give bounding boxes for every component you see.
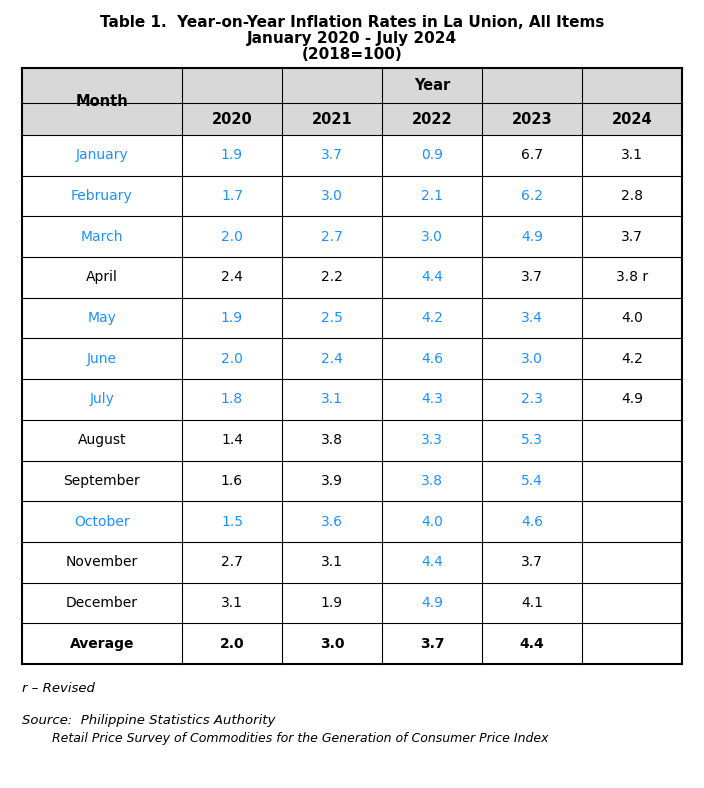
Text: (2018=100): (2018=100)	[301, 46, 403, 61]
Text: 4.9: 4.9	[621, 392, 643, 407]
Text: 2.5: 2.5	[321, 311, 343, 325]
Text: Month: Month	[75, 94, 128, 109]
Text: Year: Year	[414, 78, 450, 93]
Text: 5.3: 5.3	[521, 433, 543, 448]
Text: January 2020 - July 2024: January 2020 - July 2024	[247, 31, 457, 46]
Text: 6.2: 6.2	[521, 189, 543, 203]
Text: 3.8: 3.8	[321, 433, 343, 448]
Text: 1.9: 1.9	[221, 311, 243, 325]
Text: Retail Price Survey of Commodities for the Generation of Consumer Price Index: Retail Price Survey of Commodities for t…	[52, 732, 548, 745]
Text: 1.4: 1.4	[221, 433, 243, 448]
Text: 3.0: 3.0	[320, 637, 344, 651]
Text: 6.7: 6.7	[521, 148, 543, 162]
Text: October: October	[74, 515, 130, 529]
Text: 2.0: 2.0	[221, 351, 243, 366]
Bar	[182, 103, 682, 135]
Text: 4.0: 4.0	[421, 515, 443, 529]
Text: Average: Average	[70, 637, 134, 651]
Text: 4.9: 4.9	[521, 230, 543, 243]
Text: 2.0: 2.0	[221, 230, 243, 243]
Text: 3.1: 3.1	[321, 556, 343, 569]
Text: April: April	[86, 270, 118, 284]
Text: 4.4: 4.4	[421, 556, 443, 569]
Text: 1.7: 1.7	[221, 189, 243, 203]
Text: 3.1: 3.1	[321, 392, 343, 407]
Text: 3.7: 3.7	[621, 230, 643, 243]
Text: September: September	[63, 474, 140, 488]
Text: 3.9: 3.9	[321, 474, 343, 488]
Text: 3.0: 3.0	[521, 351, 543, 366]
Text: 3.7: 3.7	[521, 270, 543, 284]
Text: 2.7: 2.7	[221, 556, 243, 569]
Text: 3.7: 3.7	[521, 556, 543, 569]
Text: 5.4: 5.4	[521, 474, 543, 488]
Bar	[22, 68, 182, 135]
Text: 1.8: 1.8	[221, 392, 243, 407]
Text: 2.4: 2.4	[221, 270, 243, 284]
Text: 4.2: 4.2	[621, 351, 643, 366]
Text: 2022: 2022	[412, 111, 452, 127]
Text: May: May	[87, 311, 116, 325]
Text: 2021: 2021	[312, 111, 353, 127]
Text: 4.3: 4.3	[421, 392, 443, 407]
Text: July: July	[89, 392, 115, 407]
Text: August: August	[77, 433, 126, 448]
Text: January: January	[75, 148, 128, 162]
Text: 3.7: 3.7	[321, 148, 343, 162]
Text: 2023: 2023	[512, 111, 553, 127]
Text: June: June	[87, 351, 117, 366]
Text: 1.9: 1.9	[221, 148, 243, 162]
Text: 4.4: 4.4	[520, 637, 544, 651]
Text: Table 1.  Year-on-Year Inflation Rates in La Union, All Items: Table 1. Year-on-Year Inflation Rates in…	[100, 14, 604, 29]
Text: 2.3: 2.3	[521, 392, 543, 407]
Text: 4.4: 4.4	[421, 270, 443, 284]
Text: 2.4: 2.4	[321, 351, 343, 366]
Text: 4.9: 4.9	[421, 596, 443, 610]
Text: 3.8: 3.8	[421, 474, 443, 488]
Text: 2.7: 2.7	[321, 230, 343, 243]
Text: 4.6: 4.6	[521, 515, 543, 529]
Text: 4.2: 4.2	[421, 311, 443, 325]
Text: 0.9: 0.9	[421, 148, 443, 162]
Text: 3.0: 3.0	[421, 230, 443, 243]
Text: 2.8: 2.8	[621, 189, 643, 203]
Text: February: February	[71, 189, 133, 203]
Text: r – Revised: r – Revised	[22, 682, 95, 695]
Text: 4.6: 4.6	[421, 351, 443, 366]
Text: 3.0: 3.0	[321, 189, 343, 203]
Text: 3.7: 3.7	[420, 637, 444, 651]
Bar	[182, 68, 682, 103]
Text: 2024: 2024	[612, 111, 653, 127]
Text: 2020: 2020	[212, 111, 252, 127]
Text: 1.5: 1.5	[221, 515, 243, 529]
Text: 4.0: 4.0	[621, 311, 643, 325]
Text: 3.8 r: 3.8 r	[616, 270, 648, 284]
Text: March: March	[81, 230, 123, 243]
Text: 3.1: 3.1	[221, 596, 243, 610]
Text: Source:  Philippine Statistics Authority: Source: Philippine Statistics Authority	[22, 714, 275, 727]
Text: 3.4: 3.4	[521, 311, 543, 325]
Text: 3.6: 3.6	[321, 515, 343, 529]
Text: November: November	[66, 556, 138, 569]
Text: 3.1: 3.1	[621, 148, 643, 162]
Text: 2.0: 2.0	[220, 637, 244, 651]
Text: 2.1: 2.1	[421, 189, 443, 203]
Text: 1.6: 1.6	[221, 474, 243, 488]
Text: 1.9: 1.9	[321, 596, 343, 610]
Text: 2.2: 2.2	[321, 270, 343, 284]
Text: 4.1: 4.1	[521, 596, 543, 610]
Text: December: December	[66, 596, 138, 610]
Text: 3.3: 3.3	[421, 433, 443, 448]
